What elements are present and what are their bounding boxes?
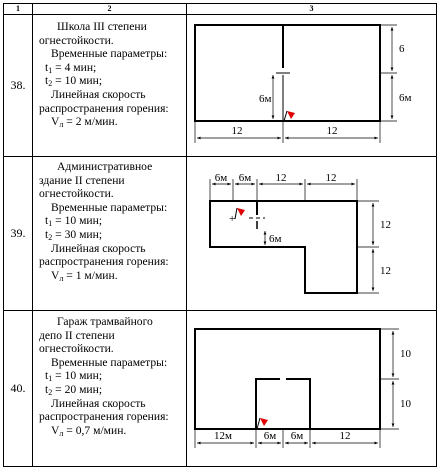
params-label: Временные параметры: bbox=[51, 47, 168, 61]
dim-height-bottom: 6м bbox=[399, 92, 412, 104]
dim-right-bottom: 10 bbox=[400, 398, 412, 410]
dim-bottom-c: 6м bbox=[291, 430, 304, 442]
fire-flag-icon bbox=[283, 110, 295, 122]
floor-plan-cell: 12м 6м 6м 12 10 10 bbox=[186, 310, 437, 467]
floor-plan-40: 12м 6м 6м 12 10 10 bbox=[194, 328, 412, 448]
dim-top-d: 12 bbox=[326, 172, 337, 184]
speed-label: Линейная скорость bbox=[51, 396, 146, 410]
variant-description: Школа III степени огнестойкости. Временн… bbox=[32, 14, 187, 157]
dim-right-top: 10 bbox=[400, 348, 412, 360]
dim-top-b: 6м bbox=[239, 172, 252, 184]
header-col-3: 3 bbox=[186, 3, 437, 15]
fire-origin-marker: + bbox=[229, 213, 235, 225]
variant-row-40: 40. Гараж трамвайного депо II степени ог… bbox=[3, 310, 437, 467]
t2-value: t2 = 10 мин; bbox=[45, 74, 103, 89]
fire-flag-icon: + bbox=[229, 207, 245, 225]
t2-value: t2 = 20 мин; bbox=[45, 382, 103, 397]
header-row: 1 2 3 bbox=[3, 3, 437, 15]
dim-top-a: 6м bbox=[215, 172, 228, 184]
dim-width-left: 12 bbox=[232, 125, 243, 137]
speed-label: распространения горения: bbox=[39, 255, 169, 269]
speed-label: Линейная скорость bbox=[51, 87, 146, 101]
speed-value: Vл = 2 м/мин. bbox=[51, 115, 118, 130]
dim-inner: 6м bbox=[269, 233, 282, 245]
speed-label: распространения горения: bbox=[39, 410, 169, 424]
building-title: Гараж трамвайного bbox=[57, 315, 153, 328]
dim-inner: 6м bbox=[259, 93, 272, 105]
building-title: огнестойкости. bbox=[39, 33, 114, 47]
variant-number: 40. bbox=[3, 310, 33, 467]
header-col-2: 2 bbox=[32, 3, 187, 15]
building-title: огнестойкости. bbox=[39, 187, 114, 201]
header-col-1: 1 bbox=[3, 3, 33, 15]
variants-table: 1 2 3 38. Школа III степени огнестойкост… bbox=[3, 3, 437, 467]
variant-description: Административное здание II степени огнес… bbox=[32, 156, 187, 311]
variant-number: 38. bbox=[3, 14, 33, 157]
dim-bottom-a: 12м bbox=[214, 430, 232, 442]
params-label: Временные параметры: bbox=[51, 355, 168, 369]
dim-height-top: 6 bbox=[399, 43, 405, 55]
fire-flag-icon bbox=[256, 417, 268, 430]
dim-bottom-d: 12 bbox=[340, 430, 351, 442]
floor-plan-38: 6м 12 12 6 6м bbox=[194, 24, 412, 143]
floor-plan-cell: + 6м 6м 12 12 12 12 6м bbox=[186, 156, 437, 311]
dim-top-c: 12 bbox=[276, 172, 287, 184]
variant-number: 39. bbox=[3, 156, 33, 311]
building-title: здание II степени bbox=[39, 173, 125, 187]
variant-row-39: 39. Административное здание II степени о… bbox=[3, 156, 437, 311]
t1-value: t1 = 10 мин; bbox=[45, 214, 103, 229]
dim-width-right: 12 bbox=[327, 125, 338, 137]
building-title: Школа III степени bbox=[57, 20, 147, 33]
dim-bottom-b: 6м bbox=[264, 430, 277, 442]
speed-label: распространения горения: bbox=[39, 101, 169, 115]
building-title: депо II степени bbox=[39, 328, 115, 342]
variant-description: Гараж трамвайного депо II степени огнест… bbox=[32, 310, 187, 467]
dim-right-bottom: 12 bbox=[380, 265, 391, 277]
building-title: огнестойкости. bbox=[39, 342, 114, 356]
speed-label: Линейная скорость bbox=[51, 241, 146, 255]
speed-value: Vл = 1 м/мин. bbox=[51, 268, 118, 283]
t2-value: t2 = 30 мин; bbox=[45, 227, 103, 242]
floor-plan-39: + 6м 6м 12 12 12 12 6м bbox=[209, 172, 391, 294]
floor-plan-cell: 6м 12 12 6 6м bbox=[186, 14, 437, 157]
speed-value: Vл = 0,7 м/мин. bbox=[51, 423, 127, 438]
t1-value: t1 = 10 мин; bbox=[45, 369, 103, 384]
params-label: Временные параметры: bbox=[51, 200, 168, 214]
variant-row-38: 38. Школа III степени огнестойкости. Вре… bbox=[3, 14, 437, 157]
building-title: Административное bbox=[57, 160, 153, 173]
t1-value: t1 = 4 мин; bbox=[45, 60, 97, 75]
dim-right-top: 12 bbox=[380, 219, 391, 231]
